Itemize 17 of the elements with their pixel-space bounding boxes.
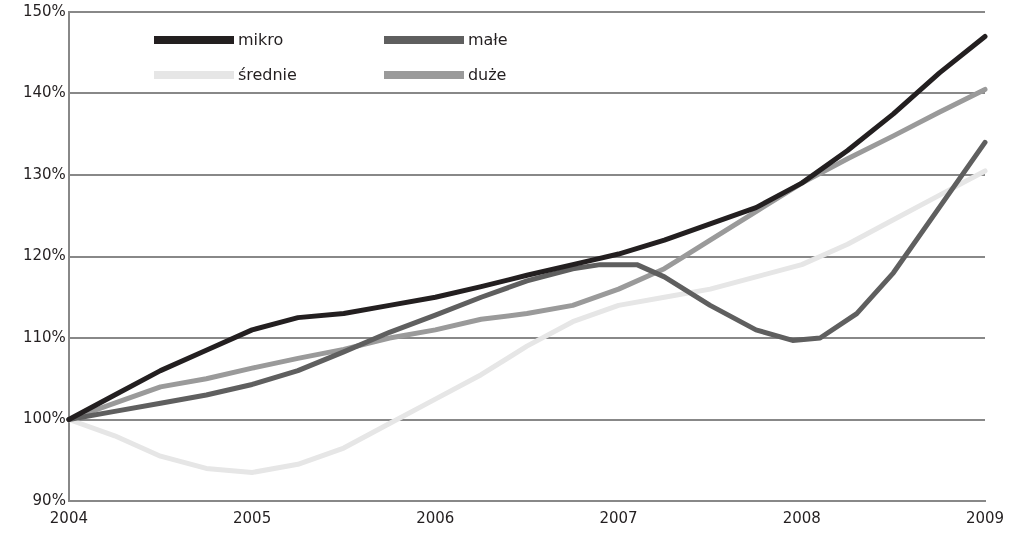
x-tick-label: 2004 [49, 508, 88, 527]
legend-label: duże [467, 65, 507, 84]
x-tick-label: 2009 [965, 508, 1005, 527]
x-tick-label: 2005 [233, 508, 272, 527]
legend-label: średnie [237, 65, 297, 84]
legend-label: mikro [237, 30, 284, 49]
y-tick-label: 90% [32, 490, 66, 509]
y-tick-label: 110% [22, 327, 66, 346]
y-tick-label: 140% [22, 83, 66, 102]
x-tick-label: 2006 [416, 508, 455, 527]
y-tick-label: 130% [22, 164, 66, 183]
x-tick-label: 2007 [599, 508, 638, 527]
x-tick-label: 2008 [782, 508, 821, 527]
y-tick-label: 100% [22, 409, 66, 428]
y-tick-label: 150% [22, 1, 66, 20]
y-tick-label: 120% [22, 246, 66, 265]
legend-label: małe [467, 30, 508, 49]
